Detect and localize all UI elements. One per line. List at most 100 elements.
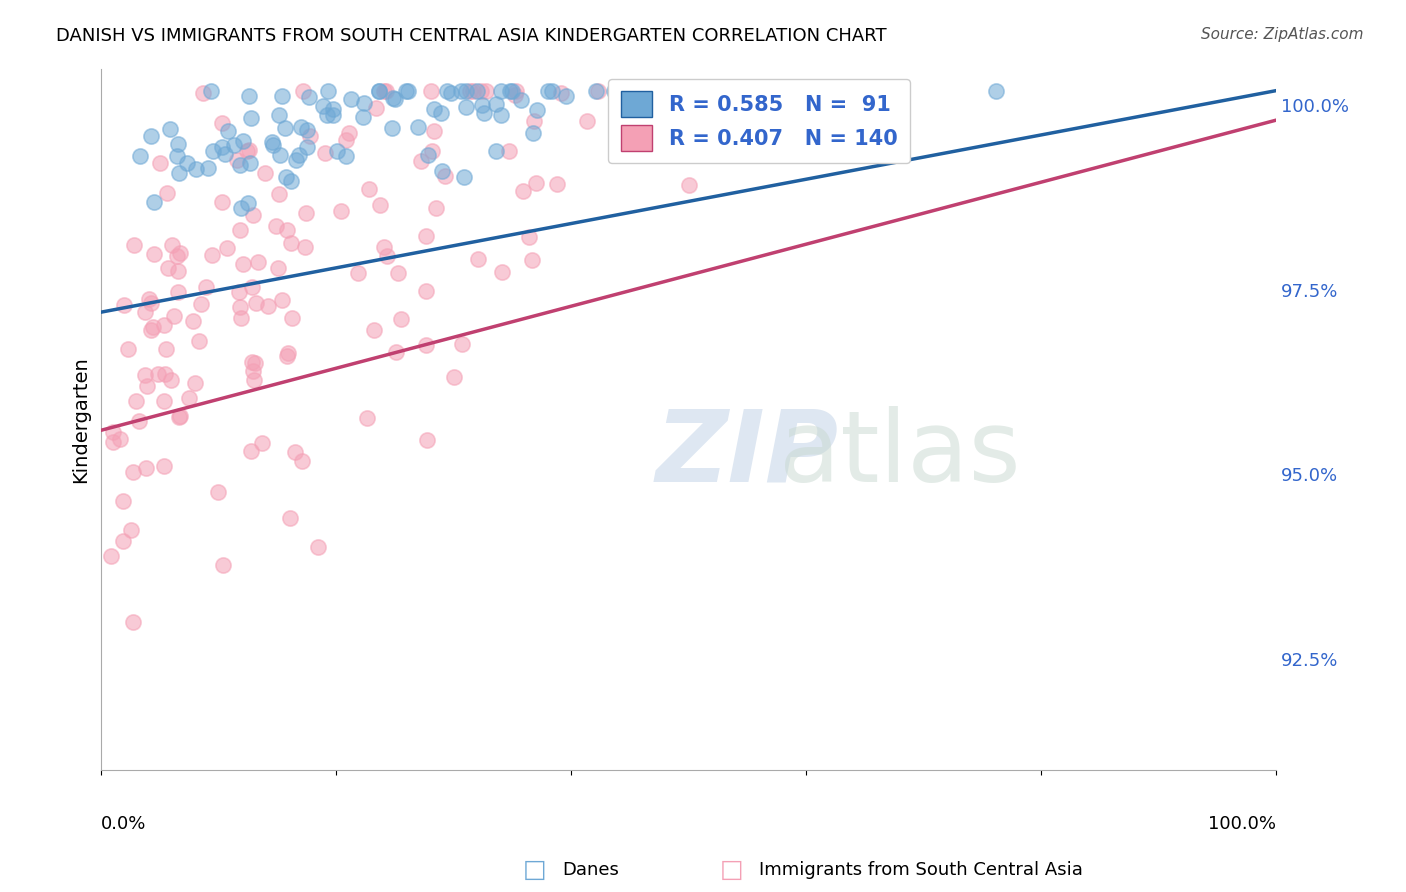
blue xyxy=(382,90,405,104)
blue xyxy=(353,95,375,110)
pink xyxy=(277,346,299,360)
blue xyxy=(537,84,560,98)
pink xyxy=(314,145,336,160)
blue xyxy=(295,123,318,137)
blue xyxy=(142,194,165,209)
pink xyxy=(546,177,568,191)
pink xyxy=(142,320,165,334)
pink xyxy=(385,344,408,359)
pink xyxy=(630,84,652,98)
blue xyxy=(315,108,337,122)
blue xyxy=(541,84,564,98)
pink xyxy=(169,246,191,260)
blue xyxy=(510,93,533,107)
pink xyxy=(139,295,162,310)
blue xyxy=(128,148,150,162)
blue xyxy=(631,86,654,100)
pink xyxy=(153,393,176,408)
pink xyxy=(135,461,157,475)
pink xyxy=(101,434,124,449)
blue xyxy=(526,103,548,117)
pink xyxy=(425,201,447,215)
blue xyxy=(298,90,321,104)
pink xyxy=(177,391,200,405)
blue xyxy=(454,84,477,98)
blue xyxy=(238,88,260,103)
pink xyxy=(120,524,142,538)
pink xyxy=(229,300,252,314)
blue xyxy=(522,126,544,140)
blue xyxy=(335,149,357,163)
pink xyxy=(366,101,388,115)
blue xyxy=(295,139,318,153)
pink xyxy=(190,297,212,311)
pink xyxy=(433,169,456,183)
blue xyxy=(384,92,406,106)
blue xyxy=(381,120,404,135)
blue xyxy=(984,84,1007,98)
Text: DANISH VS IMMIGRANTS FROM SOUTH CENTRAL ASIA KINDERGARTEN CORRELATION CHART: DANISH VS IMMIGRANTS FROM SOUTH CENTRAL … xyxy=(56,27,887,45)
pink xyxy=(491,265,513,279)
blue xyxy=(396,84,419,98)
blue xyxy=(501,84,523,98)
blue xyxy=(231,201,253,215)
pink xyxy=(112,298,135,312)
blue xyxy=(430,105,453,120)
pink xyxy=(419,84,441,98)
pink xyxy=(232,257,254,271)
pink xyxy=(167,264,190,278)
pink xyxy=(411,154,433,169)
blue xyxy=(554,89,576,103)
blue xyxy=(273,121,295,136)
pink xyxy=(187,334,209,348)
blue xyxy=(489,108,512,122)
pink xyxy=(112,494,135,508)
pink xyxy=(226,153,249,168)
pink xyxy=(524,176,547,190)
pink xyxy=(391,311,413,326)
blue xyxy=(167,136,190,151)
pink xyxy=(166,249,188,263)
blue xyxy=(311,99,333,113)
blue xyxy=(290,120,312,134)
blue xyxy=(184,161,207,176)
pink xyxy=(122,237,145,252)
pink xyxy=(498,145,520,159)
blue xyxy=(202,144,225,158)
blue xyxy=(695,84,717,98)
pink xyxy=(163,309,186,323)
Text: atlas: atlas xyxy=(779,406,1021,503)
pink xyxy=(250,435,273,450)
blue xyxy=(704,84,727,98)
pink xyxy=(298,128,321,143)
pink xyxy=(458,84,481,98)
pink xyxy=(550,87,572,101)
pink xyxy=(211,195,233,210)
pink xyxy=(156,261,179,276)
blue xyxy=(472,106,495,120)
blue xyxy=(269,107,291,121)
blue xyxy=(232,134,254,148)
pink xyxy=(240,280,263,294)
blue xyxy=(211,140,233,154)
pink xyxy=(134,368,156,382)
pink xyxy=(363,323,385,337)
blue xyxy=(436,84,458,98)
blue xyxy=(139,128,162,143)
blue xyxy=(262,137,284,152)
pink xyxy=(374,84,396,98)
pink xyxy=(420,144,443,158)
blue xyxy=(395,84,418,98)
blue xyxy=(159,121,181,136)
pink xyxy=(201,247,224,261)
pink xyxy=(121,615,143,629)
pink xyxy=(229,222,252,236)
blue xyxy=(432,164,454,178)
pink xyxy=(257,299,280,313)
pink xyxy=(242,364,264,378)
pink xyxy=(253,166,276,180)
pink xyxy=(117,342,139,356)
blue xyxy=(322,108,344,122)
blue xyxy=(240,111,263,125)
pink xyxy=(575,114,598,128)
